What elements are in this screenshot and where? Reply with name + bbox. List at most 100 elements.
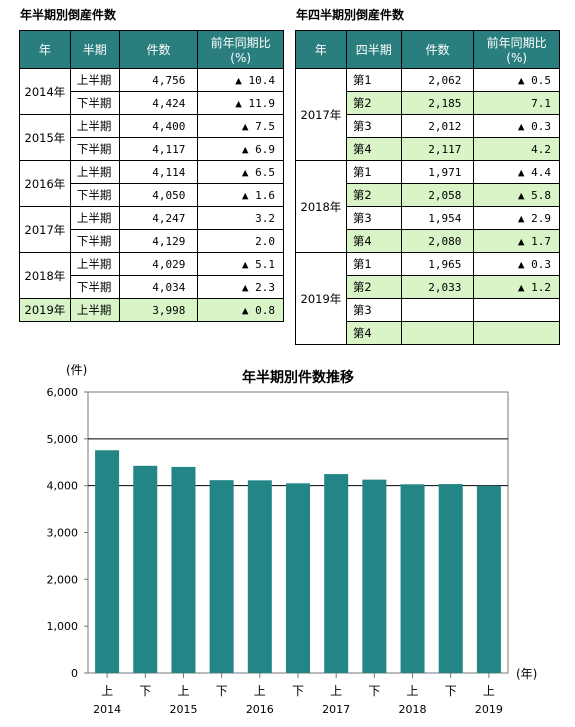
- cell-count: 2,033: [400, 275, 475, 299]
- x-year-label: 2015: [169, 703, 197, 716]
- cell-quarter: 第2: [345, 183, 402, 207]
- table-row: 第4 2,117 4.2: [296, 137, 560, 161]
- chart-title: 年半期別件数推移: [242, 369, 354, 386]
- quarter-table: 年 四半期 件数 前年同期比 (%) 2017年 第1 2,062 ▲ 0.5 第2 2,…: [295, 30, 560, 345]
- cell-ratio: ▲ 4.4: [473, 160, 560, 184]
- cell-count: 1,954: [400, 206, 475, 230]
- cell-ratio: ▲ 5.8: [473, 183, 560, 207]
- cell-count: 4,050: [118, 183, 199, 207]
- cell-ratio: ▲ 0.8: [197, 298, 284, 322]
- table-row: 下半期 4,424 ▲ 11.9: [20, 91, 284, 115]
- cell-count: 2,012: [400, 114, 475, 138]
- cell-count: 2,058: [400, 183, 475, 207]
- table-row: 2017年 上半期 4,247 3.2: [19, 206, 284, 253]
- cell-ratio: ▲ 0.3: [473, 114, 560, 138]
- y-tick-label: 0: [71, 667, 78, 680]
- x-tick-label: 下: [292, 684, 304, 698]
- cell-quarter: 第1: [345, 252, 402, 276]
- cell-count: 3,998: [118, 298, 199, 322]
- quarter-table-title: 年四半期別倒産件数: [296, 8, 405, 22]
- x-tick-label: 下: [216, 684, 228, 698]
- cell-ratio: ▲ 6.5: [197, 160, 284, 184]
- cell-count: 4,424: [118, 91, 199, 115]
- cell-count: 4,114: [118, 160, 199, 184]
- bar: [171, 466, 196, 673]
- bar: [95, 450, 120, 673]
- y-unit-label: (件): [66, 363, 87, 377]
- cell-quarter: 第2: [345, 275, 402, 299]
- header-quarter: 四半期: [345, 30, 402, 69]
- cell-year: 2015年: [19, 114, 71, 161]
- y-tick-label: 3,000: [47, 527, 79, 540]
- table-row: 第3 2,012 ▲ 0.3: [296, 114, 560, 138]
- bar: [362, 479, 387, 673]
- cell-ratio: ▲ 5.1: [197, 252, 284, 276]
- table-row: 下半期 4,129 2.0: [20, 229, 284, 253]
- cell-count: 4,029: [118, 252, 199, 276]
- cell-ratio: 3.2: [197, 206, 284, 230]
- table-row: 第2 2,185 7.1: [296, 91, 560, 115]
- table-header: 年 四半期 件数 前年同期比 (%): [295, 30, 560, 69]
- cell-year: 2016年: [19, 160, 71, 207]
- header-ratio: 前年同期比 (%): [473, 30, 560, 69]
- cell-quarter: 第4: [345, 229, 402, 253]
- table-row: 2016年 上半期 4,114 ▲ 6.5: [19, 160, 284, 207]
- table-row: 2019年 第1 1,965 ▲ 0.3: [295, 252, 560, 345]
- cell-count: 1,971: [400, 160, 475, 184]
- cell-quarter: 第2: [345, 91, 402, 115]
- table-row: 第2 2,058 ▲ 5.8: [296, 183, 560, 207]
- cell-count: 2,062: [400, 68, 475, 92]
- bar: [324, 474, 349, 673]
- x-tick-label: 下: [139, 684, 151, 698]
- x-tick-label: 上: [407, 684, 419, 698]
- cell-half: 下半期: [69, 91, 120, 115]
- cell-year: 2014年: [19, 68, 71, 115]
- table-row: 下半期 4,117 ▲ 6.9: [20, 137, 284, 161]
- cell-count: 4,034: [118, 275, 199, 299]
- cell-count: 4,129: [118, 229, 199, 253]
- cell-quarter: 第3: [345, 114, 402, 138]
- table-row: 2017年 第1 2,062 ▲ 0.5: [295, 68, 560, 161]
- header-ratio-line2: (%): [230, 51, 252, 65]
- cell-count: 4,247: [118, 206, 199, 230]
- bar: [286, 483, 310, 673]
- cell-year: 2019年: [295, 252, 347, 345]
- y-tick-label: 6,000: [47, 386, 79, 399]
- cell-quarter: 第1: [345, 68, 402, 92]
- bar: [133, 465, 158, 673]
- cell-half: 上半期: [69, 68, 120, 92]
- x-year-label: 2019: [475, 703, 503, 716]
- cell-ratio: ▲ 11.9: [197, 91, 284, 115]
- cell-ratio: ▲ 1.2: [473, 275, 560, 299]
- table-row: 下半期 4,050 ▲ 1.6: [20, 183, 284, 207]
- cell-quarter: 第3: [345, 298, 402, 322]
- x-year-label: 2018: [399, 703, 427, 716]
- header-ratio-line2: (%): [506, 51, 528, 65]
- cell-half: 下半期: [69, 275, 120, 299]
- cell-count: [400, 321, 475, 345]
- header-count: 件数: [400, 30, 475, 69]
- cell-ratio: 2.0: [197, 229, 284, 253]
- x-unit-label: (年): [516, 667, 537, 681]
- cell-ratio: ▲ 7.5: [197, 114, 284, 138]
- x-tick-label: 上: [483, 684, 495, 698]
- header-half: 半期: [69, 30, 120, 69]
- header-ratio-line1: 前年同期比: [486, 36, 547, 50]
- cell-count: 2,185: [400, 91, 475, 115]
- table-row: 2018年 上半期 4,029 ▲ 5.1: [19, 252, 284, 299]
- bar: [247, 480, 272, 673]
- cell-year: 2018年: [295, 160, 347, 253]
- cell-ratio: 7.1: [473, 91, 560, 115]
- y-tick-label: 4,000: [47, 480, 79, 493]
- cell-half: 上半期: [69, 298, 120, 322]
- cell-half: 上半期: [69, 114, 120, 138]
- cell-quarter: 第4: [345, 321, 402, 345]
- cell-year: 2019年: [19, 298, 71, 322]
- table-row: 2019年 上半期 3,998 ▲ 0.8: [19, 298, 284, 322]
- cell-half: 下半期: [69, 137, 120, 161]
- header-year: 年: [19, 30, 71, 69]
- x-tick-label: 下: [368, 684, 380, 698]
- cell-count: 4,117: [118, 137, 199, 161]
- cell-year: 2017年: [19, 206, 71, 253]
- cell-ratio: ▲ 1.7: [473, 229, 560, 253]
